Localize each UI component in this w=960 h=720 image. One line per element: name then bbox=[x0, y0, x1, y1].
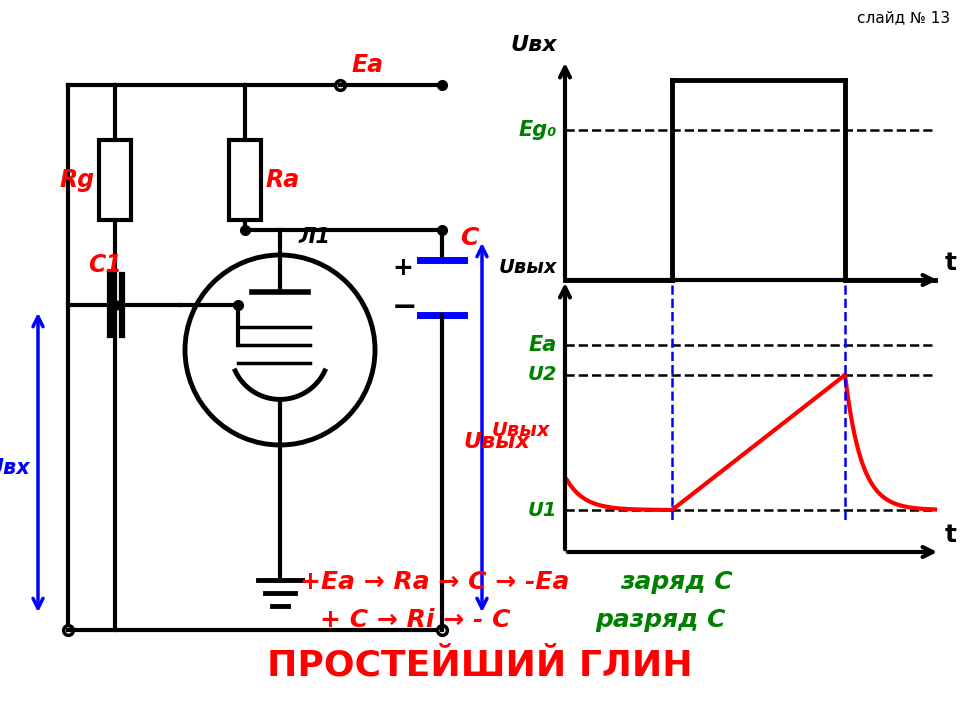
Bar bbox=[229, 140, 261, 220]
Text: C: C bbox=[460, 226, 478, 250]
Text: t: t bbox=[945, 523, 957, 547]
Text: U2: U2 bbox=[527, 366, 557, 384]
Text: разряд C: разряд C bbox=[595, 608, 726, 632]
Text: +: + bbox=[392, 256, 413, 280]
Bar bbox=[99, 140, 131, 220]
Text: Ea: Ea bbox=[352, 53, 384, 77]
Text: Ea: Ea bbox=[529, 335, 557, 355]
Text: Uвых: Uвых bbox=[464, 433, 530, 452]
Text: Ra: Ra bbox=[265, 168, 300, 192]
Text: Uвых: Uвых bbox=[498, 258, 557, 277]
Text: U1: U1 bbox=[527, 500, 557, 520]
Text: Rg: Rg bbox=[60, 168, 95, 192]
Text: +Ea → Ra → C → -Ea: +Ea → Ra → C → -Ea bbox=[300, 570, 569, 594]
Text: ПРОСТЕЙШИЙ ГЛИН: ПРОСТЕЙШИЙ ГЛИН bbox=[267, 648, 693, 682]
Text: t: t bbox=[945, 251, 957, 275]
Text: Uвх: Uвх bbox=[511, 35, 557, 55]
Text: слайд № 13: слайд № 13 bbox=[857, 10, 950, 25]
Text: Eg₀: Eg₀ bbox=[518, 120, 557, 140]
Text: Uвых: Uвых bbox=[492, 420, 550, 439]
Text: заряд C: заряд C bbox=[620, 570, 732, 594]
Text: −: − bbox=[392, 292, 418, 322]
Text: + C → Ri → - C: + C → Ri → - C bbox=[320, 608, 511, 632]
Text: Л1: Л1 bbox=[299, 227, 331, 247]
Text: Uвх: Uвх bbox=[0, 457, 30, 477]
Text: C1: C1 bbox=[88, 253, 122, 277]
